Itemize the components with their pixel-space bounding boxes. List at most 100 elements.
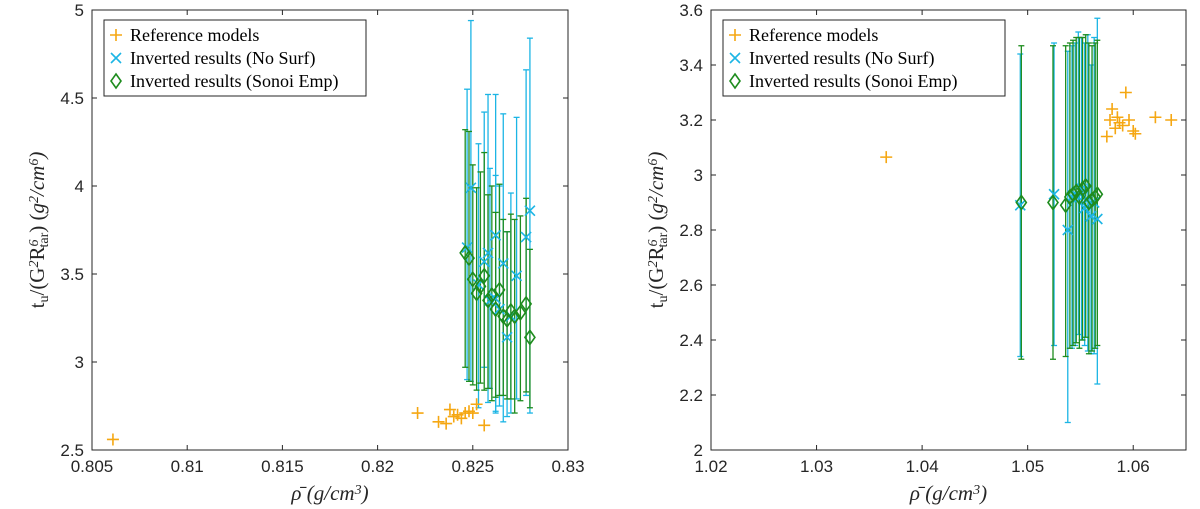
x-axis-label: ρ̄ (g/cm3) xyxy=(290,481,368,505)
data-layer xyxy=(106,19,536,446)
legend-cross-icon xyxy=(729,52,741,64)
no-surf-point xyxy=(1062,224,1074,236)
x-tick-label: 1.04 xyxy=(906,457,939,476)
x-tick-label: 0.825 xyxy=(452,457,495,476)
no-surf-point xyxy=(1085,210,1097,222)
x-tick-label: 1.06 xyxy=(1117,457,1150,476)
sonoi-point xyxy=(523,328,536,346)
reference-point xyxy=(440,417,453,430)
no-surf-point xyxy=(511,270,523,282)
y-tick-label: 4.5 xyxy=(60,89,84,108)
y-tick-label: 4 xyxy=(75,177,84,196)
y-tick-label: 2.4 xyxy=(679,331,703,350)
sonoi-point xyxy=(514,304,527,322)
sonoi-point xyxy=(1076,180,1089,198)
no-surf-point xyxy=(493,303,506,315)
reference-point xyxy=(411,407,424,420)
reference-point xyxy=(1127,125,1140,137)
sonoi-point xyxy=(485,286,498,304)
sonoi-point xyxy=(478,267,491,285)
x-axis-label: ρ̄ (g/cm3) xyxy=(909,481,987,505)
y-tick-label: 2.6 xyxy=(679,276,703,295)
y-tick-label: 3 xyxy=(694,166,703,185)
right-chart: 1.02 1.03 1.04 1.05 1.06 2 2.2 2.4 2.6 2.8 3 3.2 3.4… xyxy=(644,1,1187,505)
sonoi-point xyxy=(463,249,475,267)
legend-plus-icon xyxy=(110,29,122,41)
sonoi-point xyxy=(1015,194,1028,211)
no-surf-point xyxy=(501,331,513,343)
legend-entry: Reference models xyxy=(749,25,878,45)
sonoi-point xyxy=(1079,177,1092,195)
no-surf-point xyxy=(490,229,502,241)
legend-entry: Inverted results (Sonoi Emp) xyxy=(130,71,338,92)
no-surf-point xyxy=(524,205,536,217)
y-tick-label: 5 xyxy=(75,1,84,20)
y-tick-label: 2.2 xyxy=(679,386,703,405)
legend-cross-icon xyxy=(110,52,122,64)
no-surf-point xyxy=(482,247,494,259)
y-tick-label: 2.8 xyxy=(679,221,703,240)
legend-plus-icon xyxy=(729,29,741,41)
error-bar xyxy=(1018,45,1025,360)
no-surf-point xyxy=(465,182,477,194)
reference-point xyxy=(1123,114,1135,126)
sonoi-point xyxy=(474,277,487,295)
sonoi-point xyxy=(520,295,533,313)
error-bar xyxy=(485,194,492,390)
y-axis-label: tu/(G2R6tar) (g2/cm6) xyxy=(25,152,52,309)
reference-point xyxy=(1119,86,1132,99)
reference-point xyxy=(1149,111,1162,124)
reference-point xyxy=(470,398,483,411)
reference-point xyxy=(432,415,445,428)
legend-entry: Reference models xyxy=(130,25,259,45)
reference-point xyxy=(1113,116,1126,129)
error-bar xyxy=(469,164,476,386)
error-bar xyxy=(1062,45,1069,358)
y-tick-label: 3.5 xyxy=(60,265,84,284)
left-chart: 0.805 0.81 0.815 0.82 0.825 0.83 2.5 3 3.5 4 4.5 5 ρ… xyxy=(25,1,585,505)
x-tick-label: 0.82 xyxy=(361,457,394,476)
reference-point xyxy=(106,433,119,446)
reference-point xyxy=(443,403,456,416)
reference-point xyxy=(1106,103,1119,115)
legend: Reference models Inverted results (No Sur… xyxy=(722,19,1006,97)
y-tick-label: 3 xyxy=(75,353,84,372)
y-tick-label: 3.4 xyxy=(679,56,703,75)
y-axis-label: tu/(G2R6tar) (g2/cm6) xyxy=(644,152,671,309)
y-tick-label: 3.6 xyxy=(679,1,703,20)
reference-point xyxy=(1116,119,1129,132)
reference-point xyxy=(478,419,491,432)
sonoi-point xyxy=(470,284,483,302)
error-bar xyxy=(511,218,518,414)
x-tick-label: 0.81 xyxy=(171,457,204,476)
y-tick-label: 2 xyxy=(694,441,703,460)
legend-entry: Inverted results (No Surf) xyxy=(130,48,315,69)
x-tick-label: 0.805 xyxy=(71,457,114,476)
reference-point xyxy=(1129,127,1142,140)
sonoi-point xyxy=(466,270,479,288)
no-surf-point xyxy=(520,231,532,243)
sonoi-point xyxy=(489,300,502,318)
error-bar xyxy=(500,218,507,397)
reference-point xyxy=(880,151,893,164)
y-tick-label: 3.2 xyxy=(679,111,703,130)
no-surf-point xyxy=(1079,202,1091,214)
sonoi-point xyxy=(1091,185,1104,203)
error-bar xyxy=(481,151,488,391)
sonoi-point xyxy=(493,281,506,299)
legend-entry: Inverted results (Sonoi Emp) xyxy=(749,71,957,92)
error-bar xyxy=(507,213,514,400)
x-tick-label: 1.03 xyxy=(800,457,833,476)
no-surf-point xyxy=(478,256,490,268)
legend-diamond-icon xyxy=(110,72,122,90)
error-bar xyxy=(526,248,533,409)
x-tick-label: 0.83 xyxy=(551,457,584,476)
error-bar xyxy=(488,185,495,402)
reference-point xyxy=(1104,114,1116,126)
error-bar xyxy=(523,197,530,393)
reference-point xyxy=(1165,114,1178,126)
reference-point xyxy=(466,407,479,420)
reference-point xyxy=(1111,111,1124,124)
error-bar xyxy=(465,130,472,383)
